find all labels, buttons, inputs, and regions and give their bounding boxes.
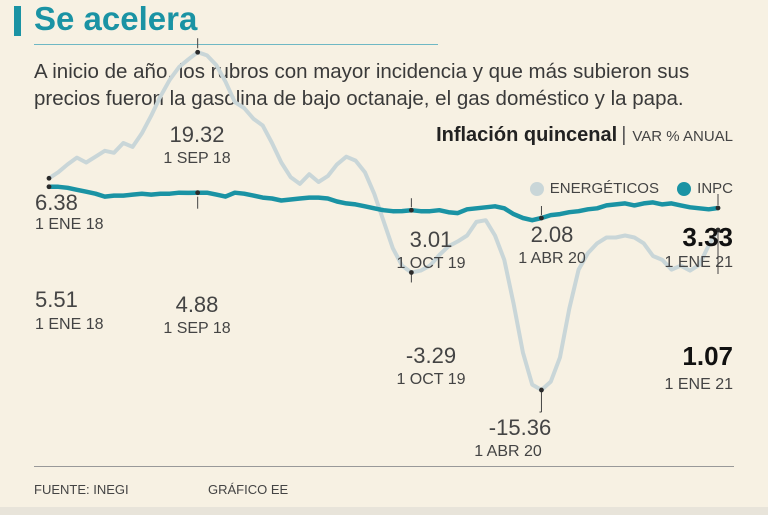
data-label-value: -3.29 <box>406 343 456 368</box>
source-text: FUENTE: INEGI <box>34 482 129 497</box>
data-label-value: 4.88 <box>176 292 219 317</box>
chart-title: Inflación quincenal | VAR % ANUAL <box>436 124 733 147</box>
data-label-date: 1 OCT 19 <box>396 255 465 272</box>
data-label-date: 1 OCT 19 <box>396 371 465 388</box>
annotation-point <box>715 227 721 233</box>
legend-label-energeticos: ENERGÉTICOS <box>549 180 659 197</box>
title-separator: | <box>621 124 627 146</box>
bottom-frame <box>0 507 768 515</box>
data-label-value: -15.36 <box>489 415 551 440</box>
data-label-date: 1 ENE 18 <box>35 316 104 333</box>
data-label-date: 1 ENE 21 <box>665 376 734 393</box>
legend-label-inpc: INPC <box>697 180 733 197</box>
data-label-date: 1 ENE 21 <box>665 254 734 271</box>
annotation-point <box>195 190 201 196</box>
data-label-date: 1 ENE 18 <box>35 216 104 233</box>
legend-swatch-energeticos <box>529 181 544 196</box>
data-label-value: 3.33 <box>682 222 733 252</box>
series-line-energeticos <box>47 50 720 392</box>
legend-item-energeticos: ENERGÉTICOS <box>529 180 659 197</box>
data-label-value: 19.32 <box>169 122 224 147</box>
data-label-date: 1 ABR 20 <box>518 250 586 267</box>
credit-text: GRÁFICO EE <box>208 482 289 497</box>
title-accent-bar <box>14 6 21 36</box>
annotation-point <box>408 207 414 213</box>
series-line-inpc <box>46 184 721 223</box>
data-label-date: 1 ABR 20 <box>474 443 542 460</box>
annotation-point <box>539 387 544 393</box>
data-label-value: 6.38 <box>35 190 78 215</box>
annotation-point <box>46 184 52 190</box>
annotation-point <box>195 49 201 55</box>
chart-unit: VAR % ANUAL <box>632 128 733 145</box>
subtitle: A inicio de año, los rubros con mayor in… <box>34 60 690 110</box>
source-divider <box>34 466 734 467</box>
legend-swatch-inpc <box>677 181 692 196</box>
data-label-value: 2.08 <box>531 222 574 247</box>
data-label-value: 5.51 <box>35 287 78 312</box>
annotation-point <box>539 215 544 221</box>
annotation-point <box>46 175 52 181</box>
data-label-value: 1.07 <box>682 341 733 371</box>
chart-legend: ENERGÉTICOS INPC <box>516 180 733 200</box>
data-label-date: 1 SEP 18 <box>163 150 230 167</box>
page-title: Se acelera <box>34 0 198 37</box>
chart-title-text: Inflación quincenal <box>436 124 618 146</box>
data-label-value: 3.01 <box>410 227 453 252</box>
annotation-point <box>715 205 721 211</box>
annotation-point <box>408 270 414 275</box>
legend-item-inpc: INPC <box>677 180 733 197</box>
data-label-date: 1 SEP 18 <box>163 320 230 337</box>
title-divider <box>34 44 438 45</box>
